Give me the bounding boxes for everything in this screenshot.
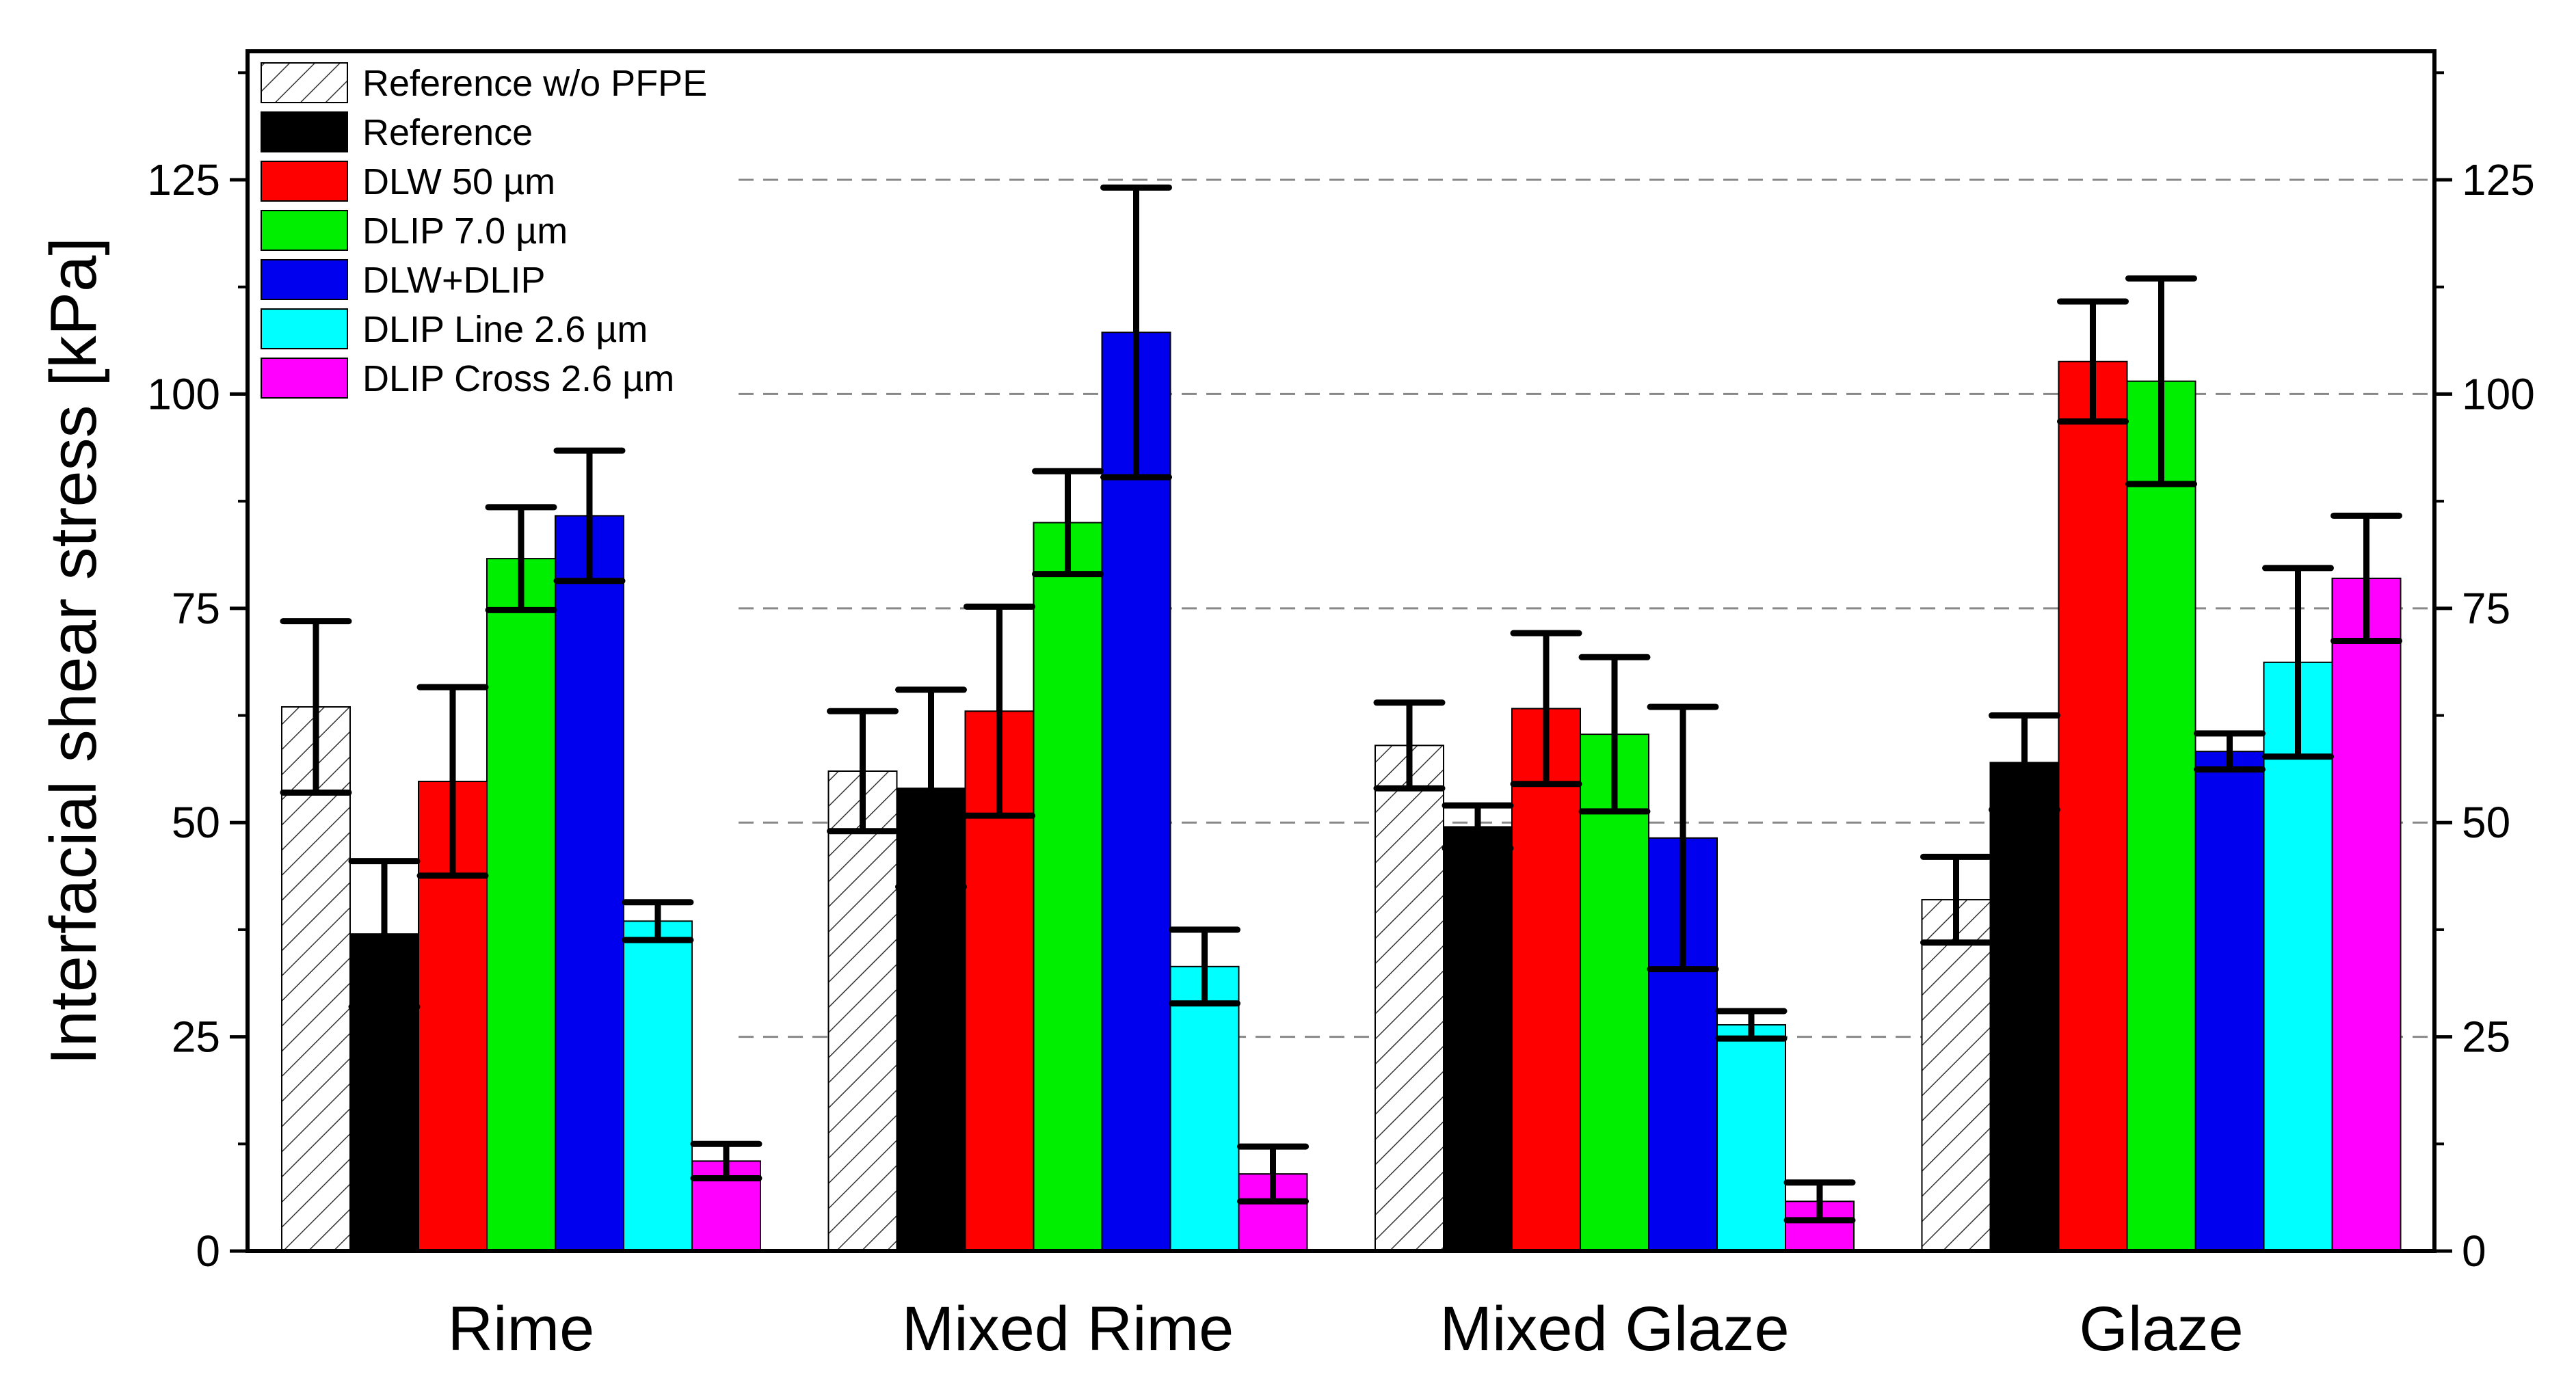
legend-label: DLW 50 µm: [362, 161, 555, 202]
y-tick-label: 125: [147, 155, 220, 204]
bar: [2126, 380, 2196, 1252]
legend-swatch: [261, 308, 348, 349]
x-category-label: Glaze: [2079, 1294, 2243, 1364]
legend-label: Reference w/o PFPE: [362, 63, 707, 104]
y-tick-label: 75: [172, 584, 220, 633]
bar: [555, 515, 624, 1252]
bar: [281, 706, 351, 1252]
bar: [1101, 332, 1171, 1252]
y-tick-label-right: 25: [2462, 1012, 2510, 1062]
legend-label: DLIP 7.0 µm: [362, 211, 568, 252]
bars: [281, 332, 2402, 1252]
plot-frame: [245, 49, 2436, 1253]
y-tick-label: 50: [172, 798, 220, 847]
bar: [1989, 762, 2060, 1252]
x-category-label: Mixed Rime: [902, 1294, 1234, 1364]
y-tick-label-right: 50: [2462, 798, 2510, 847]
legend-swatch: [261, 358, 348, 399]
y-tick-label: 25: [172, 1012, 220, 1062]
legend: Reference w/o PFPE Reference DLW 50 µm DLIP…: [261, 62, 707, 399]
bar: [2263, 661, 2333, 1252]
legend-label: Reference: [362, 112, 533, 153]
legend-swatch: [261, 111, 348, 152]
x-category-label: Mixed Glaze: [1439, 1294, 1789, 1364]
x-category-label: Rime: [448, 1294, 595, 1364]
y-tick-label: 0: [196, 1226, 220, 1276]
bar: [2194, 751, 2265, 1252]
bar: [623, 920, 693, 1252]
legend-label: DLIP Cross 2.6 µm: [362, 358, 674, 399]
bar: [1169, 965, 1240, 1252]
bar: [2331, 577, 2402, 1252]
legend-label: DLW+DLIP: [362, 260, 546, 301]
bar: [1921, 899, 1991, 1252]
legend-swatch: [261, 62, 348, 103]
y-tick-label-right: 0: [2462, 1226, 2486, 1276]
legend-swatch: [261, 210, 348, 251]
y-axis-title: Interfacial shear stress [kPa]: [37, 237, 110, 1065]
legend-swatch: [261, 259, 348, 300]
y-tick-label-right: 125: [2462, 155, 2535, 204]
bar: [486, 558, 556, 1252]
bar: [827, 770, 898, 1252]
bar: [1375, 744, 1444, 1252]
bar: [1033, 522, 1103, 1252]
error-bars: [280, 184, 2402, 1224]
bar: [1716, 1024, 1786, 1252]
y-tick-label-right: 75: [2462, 584, 2510, 633]
y-tick-label-right: 100: [2462, 369, 2535, 418]
axes: 0 0 25 25 50 50 75 75 100 100 125 125 Rime Mixed Rime…: [147, 49, 2535, 1364]
legend-label: DLIP Line 2.6 µm: [362, 309, 648, 350]
bar: [2058, 360, 2128, 1252]
y-tick-label: 100: [147, 369, 220, 418]
bar: [1511, 708, 1581, 1252]
legend-swatch: [261, 161, 348, 202]
bar: [1443, 826, 1513, 1252]
